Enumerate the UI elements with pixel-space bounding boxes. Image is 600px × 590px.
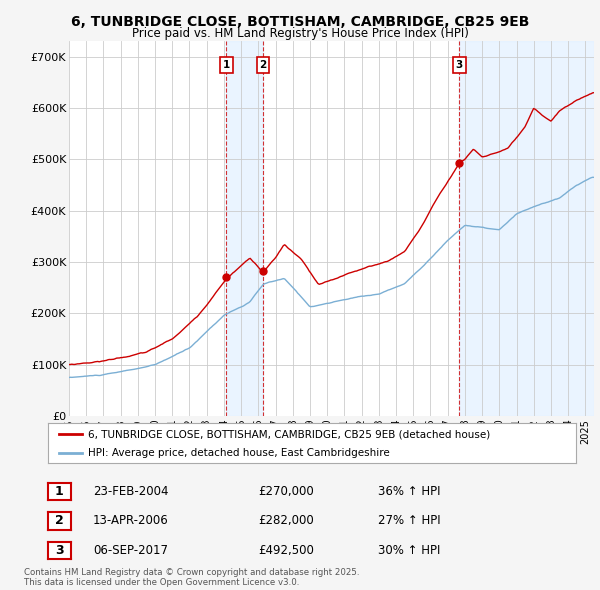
Bar — [226, 41, 263, 416]
Text: 2: 2 — [260, 60, 267, 70]
Text: 23-FEB-2004: 23-FEB-2004 — [93, 485, 169, 498]
Text: Price paid vs. HM Land Registry's House Price Index (HPI): Price paid vs. HM Land Registry's House … — [131, 27, 469, 40]
Text: 3: 3 — [55, 544, 64, 557]
Text: 6, TUNBRIDGE CLOSE, BOTTISHAM, CAMBRIDGE, CB25 9EB (detached house): 6, TUNBRIDGE CLOSE, BOTTISHAM, CAMBRIDGE… — [88, 430, 490, 440]
Text: Contains HM Land Registry data © Crown copyright and database right 2025.
This d: Contains HM Land Registry data © Crown c… — [24, 568, 359, 587]
Text: 3: 3 — [456, 60, 463, 70]
Text: 1: 1 — [223, 60, 230, 70]
Text: 6, TUNBRIDGE CLOSE, BOTTISHAM, CAMBRIDGE, CB25 9EB: 6, TUNBRIDGE CLOSE, BOTTISHAM, CAMBRIDGE… — [71, 15, 529, 29]
Text: HPI: Average price, detached house, East Cambridgeshire: HPI: Average price, detached house, East… — [88, 448, 389, 458]
Text: 2: 2 — [55, 514, 64, 527]
Text: 06-SEP-2017: 06-SEP-2017 — [93, 544, 168, 557]
Text: 30% ↑ HPI: 30% ↑ HPI — [378, 544, 440, 557]
Bar — [460, 41, 594, 416]
Text: 27% ↑ HPI: 27% ↑ HPI — [378, 514, 440, 527]
Text: £492,500: £492,500 — [258, 544, 314, 557]
Text: £282,000: £282,000 — [258, 514, 314, 527]
Text: 1: 1 — [55, 485, 64, 498]
Text: 36% ↑ HPI: 36% ↑ HPI — [378, 485, 440, 498]
Text: £270,000: £270,000 — [258, 485, 314, 498]
Text: 13-APR-2006: 13-APR-2006 — [93, 514, 169, 527]
